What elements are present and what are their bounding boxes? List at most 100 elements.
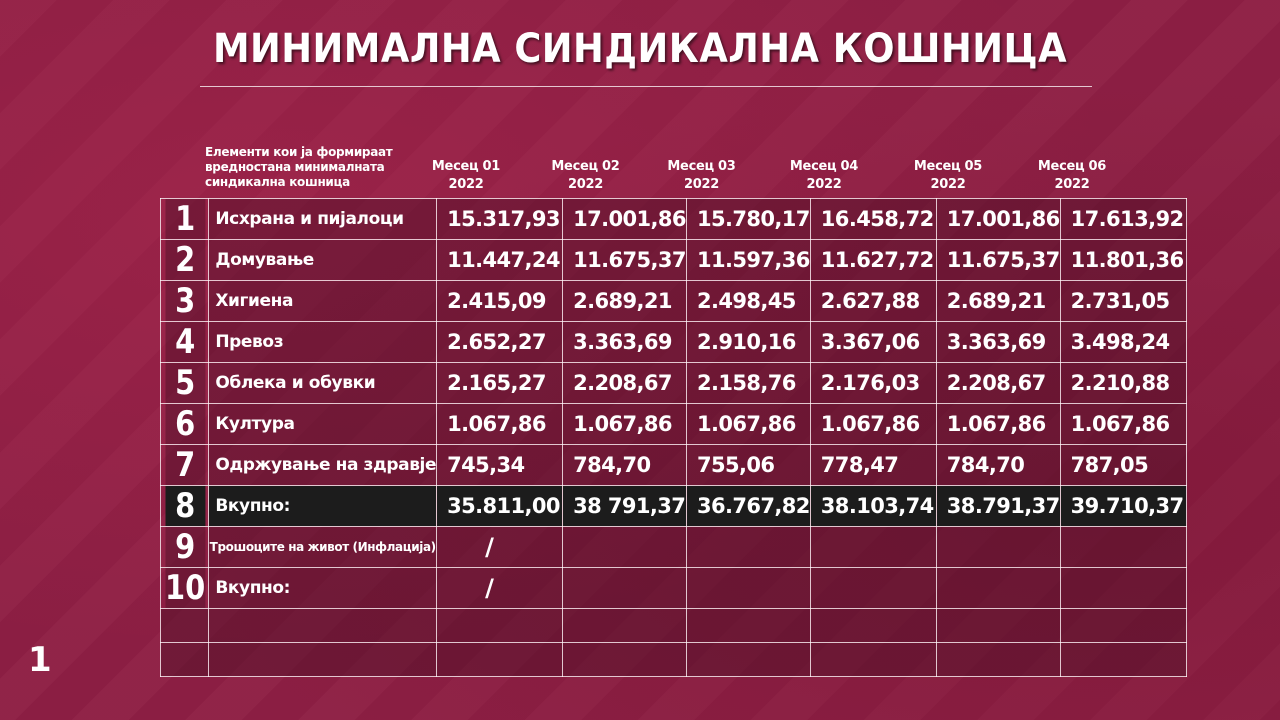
empty-cell: [436, 608, 564, 643]
row-number: 4: [163, 321, 206, 363]
row-number: 10: [163, 567, 206, 609]
value-cell: 778,47: [809, 444, 937, 486]
table-row: 4 Превоз 2.652,27 3.363,69 2.910,16 3.367,06 3…: [161, 321, 1187, 363]
value-cell: 2.627,88: [809, 280, 937, 322]
column-header-month-06: Месец 06 2022: [1009, 158, 1135, 194]
month-year: 2022: [448, 177, 484, 192]
empty-cell: [685, 642, 811, 677]
empty-cell: [809, 608, 937, 643]
value-cell: 16.458,72: [809, 198, 937, 240]
empty-row: [159, 608, 1187, 643]
row-label: Облека и обувки: [208, 362, 438, 404]
value-cell: 3.498,24: [1059, 321, 1187, 363]
empty-cell: [208, 608, 438, 643]
value-cell: 787,05: [1059, 444, 1187, 486]
empty-cell: [1059, 608, 1187, 643]
value-cell: 2.910,16: [685, 321, 811, 363]
empty-cell: [436, 642, 564, 677]
row-label: Превоз: [208, 321, 438, 363]
value-cell: 2.208,67: [935, 362, 1061, 404]
table-row: 5 Облека и обувки 2.165,27 2.208,67 2.158,76…: [161, 362, 1187, 404]
table-row: 1 Исхрана и пијалоци 15.317,93 17.001,86 15.…: [161, 198, 1187, 240]
value-cell: 11.447,24: [436, 239, 564, 281]
row-number: 2: [163, 239, 206, 281]
empty-cell: [159, 642, 210, 677]
value-cell: 38.103,74: [809, 485, 937, 527]
month-year: 2022: [1054, 177, 1090, 192]
value-cell: 2.689,21: [935, 280, 1061, 322]
value-cell: 11.801,36: [1059, 239, 1187, 281]
value-cell: /: [436, 526, 564, 568]
value-cell: 2.498,45: [685, 280, 811, 322]
row-label: Хигиена: [208, 280, 438, 322]
empty-cell: [809, 642, 937, 677]
value-cell: [1059, 526, 1187, 568]
column-header-month-05: Месец 05 2022: [887, 158, 1009, 194]
row-label: Исхрана и пијалоци: [208, 198, 438, 240]
value-cell: 11.597,36: [685, 239, 811, 281]
column-header-month-03: Месец 03 2022: [642, 158, 761, 194]
month-year: 2022: [568, 177, 603, 192]
value-cell: 36.767,82: [685, 485, 811, 527]
row-label: Домување: [208, 239, 438, 281]
value-cell: 17.001,86: [935, 198, 1061, 240]
value-cell: [562, 526, 687, 568]
value-cell: [935, 526, 1061, 568]
value-cell: 2.158,76: [685, 362, 811, 404]
column-header-month-02: Месец 02 2022: [529, 158, 642, 194]
value-cell: 15.317,93: [436, 198, 564, 240]
value-cell: 17.001,86: [562, 198, 687, 240]
value-cell: [935, 567, 1061, 609]
value-cell: 745,34: [436, 444, 564, 486]
row-label: Вкупно:: [208, 567, 438, 609]
value-cell: 2.731,05: [1059, 280, 1187, 322]
value-cell: 35.811,00: [436, 485, 564, 527]
value-cell: [685, 526, 811, 568]
month-year: 2022: [930, 177, 966, 192]
basket-table: 1 Исхрана и пијалоци 15.317,93 17.001,86 15.…: [159, 198, 1187, 677]
column-header-description: Елементи кои ја формираат вредностана ми…: [205, 145, 393, 189]
value-cell: 3.367,06: [809, 321, 937, 363]
value-cell: 17.613,92: [1059, 198, 1187, 240]
row-number: 8: [163, 485, 206, 527]
empty-cell: [935, 642, 1061, 677]
table-row: 2 Домување 11.447,24 11.675,37 11.597,36 11.6…: [161, 239, 1187, 281]
value-cell: 3.363,69: [935, 321, 1061, 363]
row-number: 9: [163, 526, 206, 568]
value-cell: 2.165,27: [436, 362, 564, 404]
empty-cell: [935, 608, 1061, 643]
row-number: 7: [163, 444, 206, 486]
row-number: 3: [163, 280, 206, 322]
table-row: 6 Култура 1.067,86 1.067,86 1.067,86 1.067,86…: [161, 403, 1187, 445]
value-cell: 755,06: [685, 444, 811, 486]
value-cell: [1059, 567, 1187, 609]
value-cell: 2.210,88: [1059, 362, 1187, 404]
table-row: 9 Трошоците на живот (Инфлација) /: [161, 526, 1187, 568]
value-cell: /: [436, 567, 564, 609]
empty-cell: [685, 608, 811, 643]
value-cell: 2.176,03: [809, 362, 937, 404]
value-cell: [685, 567, 811, 609]
empty-cell: [208, 642, 438, 677]
table-row: 8 Вкупно: 35.811,00 38 791,37 36.767,82 38.10…: [161, 485, 1187, 527]
row-label: Одржување на здравје: [208, 444, 438, 486]
page-title: МИНИМАЛНА СИНДИКАЛНА КОШНИЦА: [212, 26, 1068, 72]
value-cell: 11.675,37: [562, 239, 687, 281]
row-label: Вкупно:: [208, 485, 438, 527]
page-number: 1: [28, 640, 52, 680]
value-cell: 1.067,86: [436, 403, 564, 445]
column-header-month-04: Месец 04 2022: [761, 158, 887, 194]
table-row: 3 Хигиена 2.415,09 2.689,21 2.498,45 2.627,88…: [161, 280, 1187, 322]
value-cell: [562, 567, 687, 609]
row-label: Култура: [208, 403, 438, 445]
value-cell: 1.067,86: [809, 403, 937, 445]
month-name: Месец 01: [431, 159, 501, 174]
empty-cell: [159, 608, 210, 643]
value-cell: 11.675,37: [935, 239, 1061, 281]
value-cell: 1.067,86: [1059, 403, 1187, 445]
value-cell: 15.780,17: [685, 198, 811, 240]
value-cell: 2.652,27: [436, 321, 564, 363]
column-header-month-01: Месец 01 2022: [403, 158, 529, 194]
value-cell: 784,70: [935, 444, 1061, 486]
value-cell: [809, 567, 937, 609]
